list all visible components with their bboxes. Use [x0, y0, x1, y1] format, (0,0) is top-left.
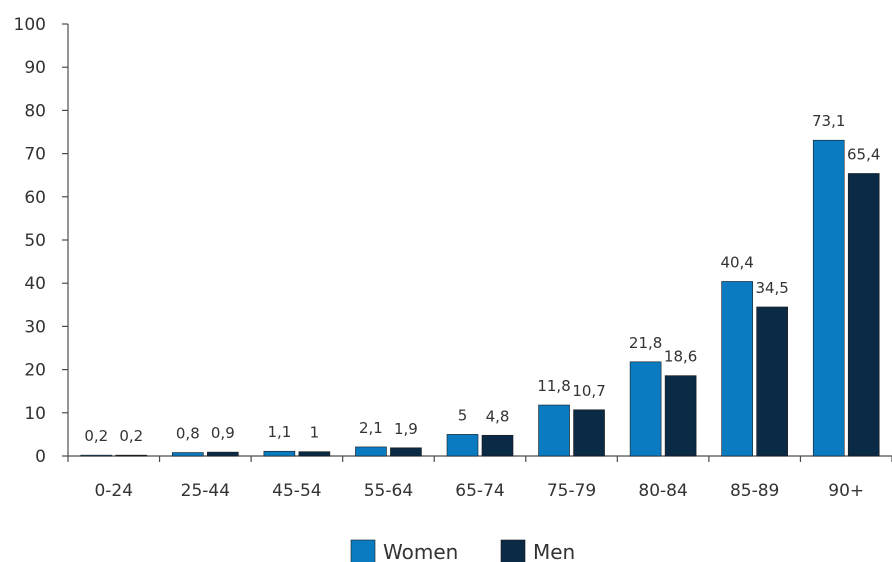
- legend-swatch-men: [500, 539, 526, 562]
- data-label-women: 0,2: [84, 427, 108, 445]
- data-label-women: 5: [458, 406, 468, 424]
- y-tick-label: 20: [24, 361, 46, 381]
- data-label-women: 11,8: [537, 377, 570, 395]
- data-label-women: 40,4: [720, 253, 753, 271]
- data-label-men: 10,7: [572, 382, 605, 400]
- bar-women-65-74: [446, 434, 479, 457]
- y-tick-label: 60: [24, 188, 46, 208]
- bar-men-55-64: [390, 447, 422, 457]
- data-label-women: 1,1: [267, 423, 291, 441]
- x-axis: 0-24 25-44 45-54 55-64 65-74 75-79 80-84 85-89 9…: [67, 455, 892, 501]
- bar-women-25-44: [172, 452, 204, 457]
- bar-women-75-79: [538, 404, 570, 457]
- y-tick-label: 10: [24, 404, 46, 424]
- x-tick-label: 45-54: [272, 481, 321, 501]
- y-tick-label: 50: [24, 231, 46, 251]
- y-axis: 0 10 20 30 40 50 60 70 80 90 100: [14, 15, 69, 467]
- x-tick-label: 25-44: [181, 481, 230, 501]
- x-tick-label: 75-79: [547, 481, 596, 501]
- x-tick-label: 55-64: [364, 481, 413, 501]
- y-tick-label: 0: [35, 447, 46, 467]
- data-label-men: 0,2: [119, 427, 143, 445]
- legend-label-men: Men: [533, 540, 575, 562]
- bar-men-45-54: [298, 451, 331, 457]
- legend-swatch-women: [350, 539, 376, 562]
- data-label-men: 1: [310, 424, 320, 442]
- data-label-men: 65,4: [847, 145, 880, 163]
- bar-women-55-64: [355, 446, 387, 457]
- bar-women-0-24: [80, 454, 113, 457]
- bar-women-80-84: [629, 361, 662, 457]
- y-tick-label: 40: [24, 274, 46, 294]
- x-tick-label: 65-74: [455, 481, 504, 501]
- data-label-men: 0,9: [211, 424, 235, 442]
- bar-women-45-54: [263, 450, 296, 457]
- x-tick-label: 0-24: [94, 481, 133, 501]
- data-label-women: 21,8: [629, 334, 662, 352]
- data-label-women: 2,1: [359, 419, 383, 437]
- y-tick-label: 30: [24, 317, 46, 337]
- data-label-men: 34,5: [755, 279, 788, 297]
- bar-men-80-84: [664, 375, 697, 457]
- bar-men-0-24: [115, 454, 148, 457]
- legend-label-women: Women: [383, 540, 458, 562]
- data-label-men: 18,6: [664, 348, 697, 366]
- bar-women-90+: [812, 139, 845, 457]
- bar-men-75-79: [573, 409, 605, 457]
- y-tick-label: 80: [24, 101, 46, 121]
- bar-men-85-89: [756, 306, 788, 457]
- x-tick-label: 85-89: [730, 481, 779, 501]
- y-tick-label: 70: [24, 145, 46, 165]
- bar-men-90+: [847, 173, 880, 457]
- bar-men-25-44: [207, 451, 239, 457]
- x-tick-label: 80-84: [638, 481, 687, 501]
- bar-women-85-89: [721, 281, 753, 457]
- data-label-men: 1,9: [394, 420, 418, 438]
- data-label-women: 0,8: [176, 425, 200, 443]
- bar-men-65-74: [481, 434, 514, 457]
- y-tick-label: 90: [24, 58, 46, 78]
- x-tick-label: 90+: [828, 481, 864, 501]
- legend: Women Men: [350, 539, 575, 562]
- data-label-women: 73,1: [812, 112, 845, 130]
- bar-series: 0,2 0,2 0,8 0,9 1,1 1 2,1 1,9 5 4,8 11,8 10,7 21,818…: [80, 112, 880, 457]
- y-tick-label: 100: [14, 15, 46, 35]
- data-label-men: 4,8: [486, 407, 510, 425]
